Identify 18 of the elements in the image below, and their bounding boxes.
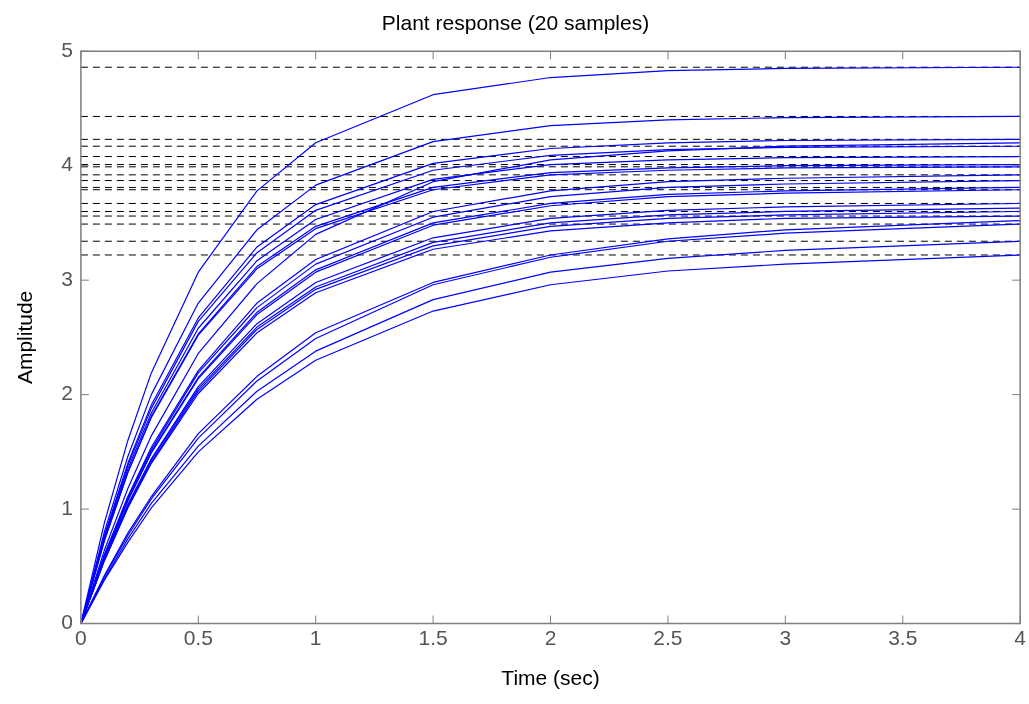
x-tick-label: 2 [544,626,557,649]
x-tick-label: 4 [1014,626,1027,649]
y-tick-label: 5 [61,38,73,61]
x-axis-title: Time (sec) [501,666,600,690]
y-tick-label: 3 [61,266,73,290]
x-tick-label: 0.5 [183,626,213,649]
y-tick-label: 0 [61,610,73,634]
x-tick-label: 1 [309,626,322,649]
x-tick-label: 3 [779,626,792,649]
y-axis-title: Amplitude [13,290,37,385]
chart-title: Plant response (20 samples) [381,11,650,35]
x-tick-label: 3.5 [888,626,918,649]
y-tick-label: 4 [61,152,74,176]
x-tick-label: 2.5 [653,626,683,649]
x-tick-label: 0 [75,626,87,649]
x-tick-label: 1.5 [418,626,448,649]
y-tick-label: 2 [61,381,73,405]
y-tick-label: 1 [61,495,73,519]
